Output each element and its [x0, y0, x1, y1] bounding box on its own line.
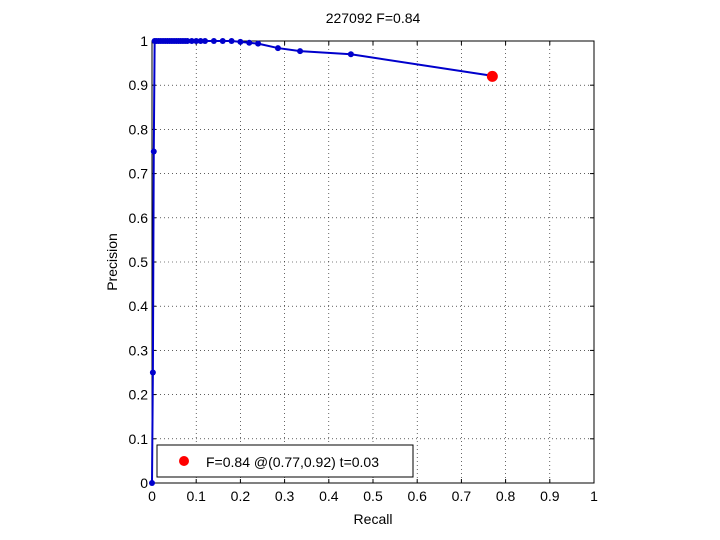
x-tick-labels: 0 0.1 0.2 0.3 0.4 0.5 0.6 0.7 0.8 0.9 1: [148, 488, 598, 504]
y-tick-labels: 0 0.1 0.2 0.3 0.4 0.5 0.6 0.7 0.8 0.9 1: [129, 33, 149, 491]
data-point: [149, 480, 155, 486]
grid: [152, 41, 594, 483]
y-tick-label: 0.2: [129, 387, 149, 403]
data-point: [297, 48, 304, 55]
x-tick-label: 0.3: [275, 488, 295, 504]
x-tick-label: 0.5: [363, 488, 383, 504]
legend-box: [156, 444, 414, 478]
y-tick-label: 0.4: [129, 298, 149, 314]
data-point: [197, 38, 204, 44]
data-point: [188, 38, 195, 44]
data-point: [202, 38, 209, 44]
data-point: [184, 38, 191, 44]
x-tick-label: 0.6: [407, 488, 427, 504]
data-point: [246, 39, 253, 46]
x-tick-label: 1: [590, 488, 598, 504]
data-point: [347, 51, 354, 58]
y-tick-label: 0.7: [129, 166, 149, 182]
data-point: [255, 40, 262, 47]
best-f-marker: [486, 70, 498, 82]
data-point: [150, 148, 157, 155]
y-tick-label: 0.9: [129, 77, 149, 93]
x-axis-label: Recall: [354, 511, 393, 527]
y-tick-label: 0.5: [129, 254, 149, 270]
chart-title: 227092 F=0.84: [326, 10, 421, 26]
data-point: [219, 38, 226, 44]
data-point: [149, 369, 156, 376]
plot-frame: [151, 40, 595, 484]
x-tick-label: 0.8: [496, 488, 516, 504]
x-tick-label: 0.9: [540, 488, 560, 504]
x-tick-label: 0: [148, 488, 156, 504]
y-tick-label: 0.1: [129, 431, 149, 447]
y-tick-label: 0.6: [129, 210, 149, 226]
y-axis-label: Precision: [104, 233, 120, 291]
data-point: [228, 38, 235, 44]
legend-label: F=0.84 @(0.77,0.92) t=0.03: [206, 454, 379, 470]
y-tick-label: 0.3: [129, 342, 149, 358]
data-point: [237, 38, 244, 45]
x-tick-label: 0.1: [186, 488, 206, 504]
x-tick-label: 0.7: [452, 488, 472, 504]
x-tick-label: 0.2: [231, 488, 251, 504]
data-point: [193, 38, 200, 44]
data-point: [274, 45, 281, 52]
legend: F=0.84 @(0.77,0.92) t=0.03: [156, 444, 414, 478]
legend-marker: [179, 456, 189, 466]
data-point: [210, 38, 217, 44]
y-tick-label: 0.8: [129, 121, 149, 137]
y-tick-label: 0: [140, 475, 148, 491]
y-tick-label: 1: [140, 33, 148, 49]
x-tick-label: 0.4: [319, 488, 339, 504]
series-layer: [149, 38, 498, 486]
